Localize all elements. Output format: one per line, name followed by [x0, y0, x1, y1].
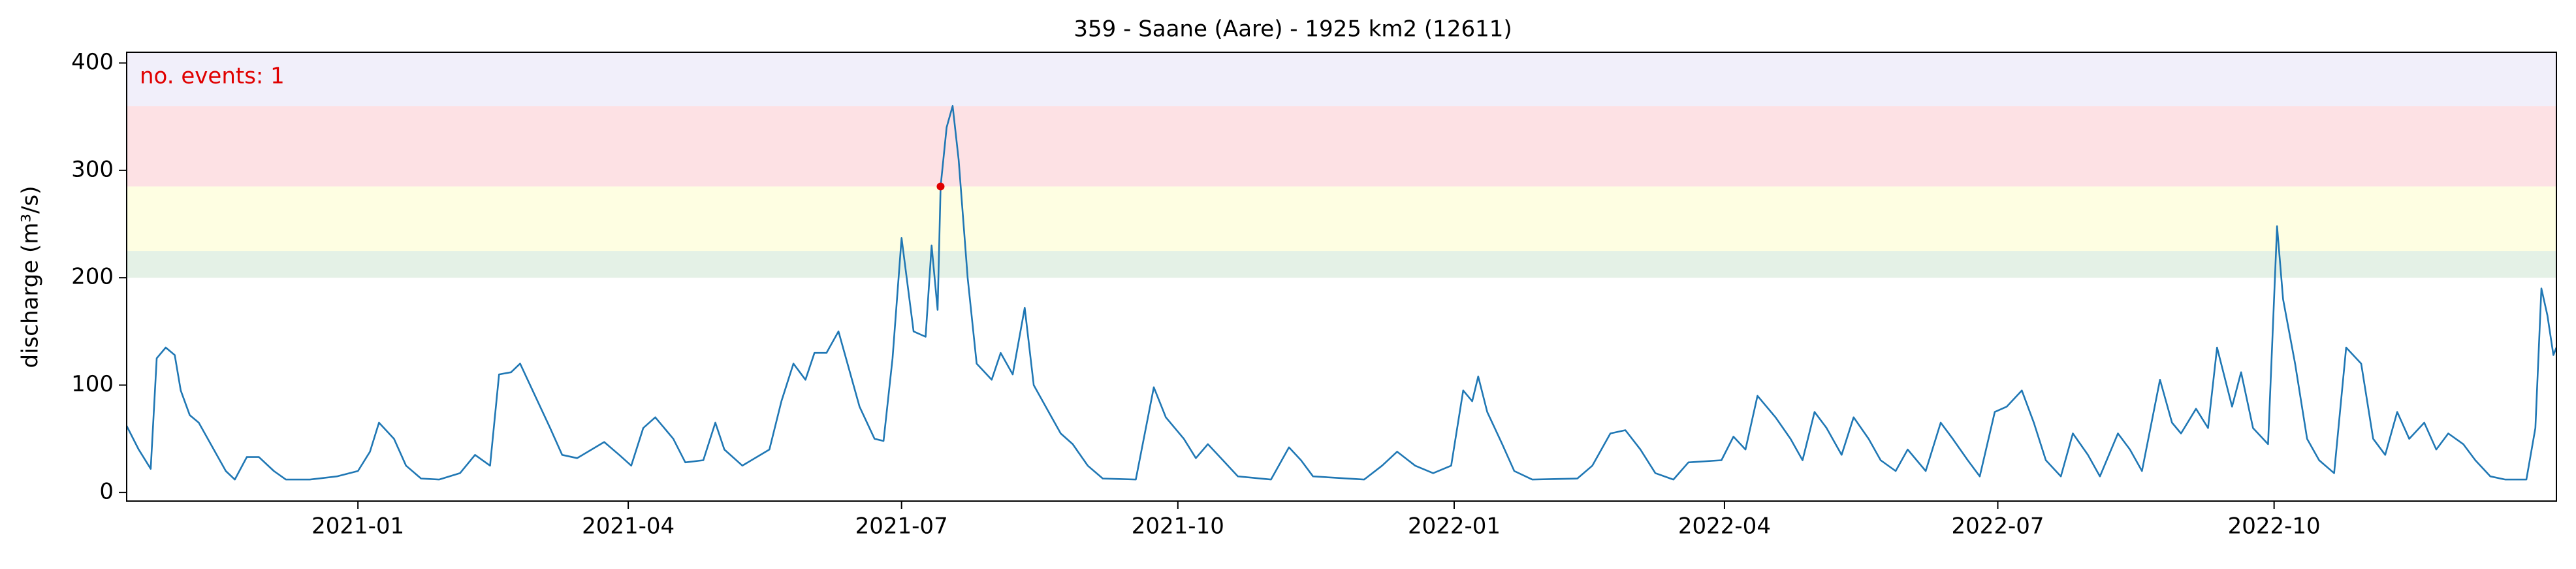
x-tick-label: 2021-07	[855, 513, 948, 540]
discharge-line	[127, 105, 2556, 481]
chart-title: 359 - Saane (Aare) - 1925 km2 (12611)	[1073, 16, 1512, 42]
x-tick-label: 2022-04	[1678, 513, 1771, 540]
x-tick-label: 2022-01	[1408, 513, 1501, 540]
y-tick-label: 100	[71, 371, 114, 397]
x-tick-label: 2021-01	[311, 513, 404, 540]
annotation: no. events: 1	[140, 63, 285, 89]
threshold-band	[127, 186, 2556, 252]
x-tick-label: 2022-07	[1951, 513, 2044, 540]
x-tick-label: 2021-10	[1132, 513, 1224, 540]
y-tick-label: 400	[71, 49, 114, 75]
threshold-band	[127, 251, 2556, 278]
plot-frame	[126, 52, 2557, 502]
event-marker	[936, 182, 945, 191]
x-tick-label: 2021-04	[582, 513, 675, 540]
x-tick-label: 2022-10	[2228, 513, 2321, 540]
threshold-band	[127, 52, 2556, 106]
y-axis-label: discharge (m³/s)	[18, 186, 44, 368]
threshold-band	[127, 106, 2556, 187]
y-tick-label: 300	[71, 156, 114, 182]
y-tick-label: 0	[99, 478, 114, 504]
y-tick-label: 200	[71, 264, 114, 290]
